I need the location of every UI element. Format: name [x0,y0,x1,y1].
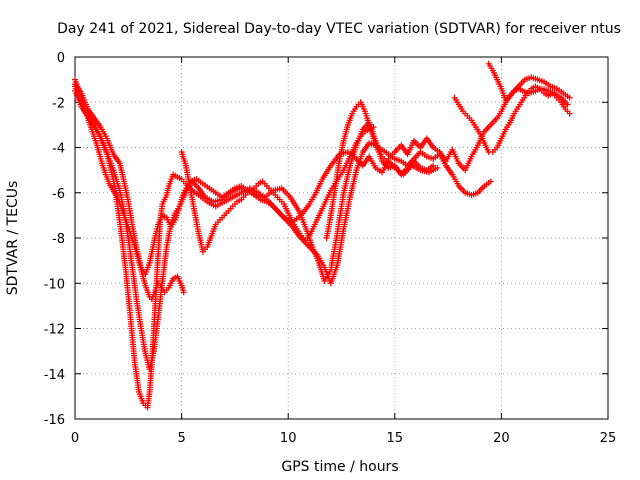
x-tick-label: 20 [493,431,510,446]
y-tick-label: -16 [44,413,65,428]
data-point [487,178,494,185]
x-axis-title: GPS time / hours [281,459,398,475]
y-tick-label: -10 [44,277,65,292]
chart-title: Day 241 of 2021, Sidereal Day-to-day VTE… [57,21,621,37]
y-tick-label: -6 [52,187,65,202]
x-tick-label: 10 [280,431,297,446]
series-track-2 [72,76,441,411]
series-track-7 [391,74,573,174]
data-point [566,110,573,117]
y-tick-label: -4 [52,142,65,157]
data-point [566,94,573,101]
series-track-6 [323,99,398,241]
y-tick-label: -12 [44,323,65,338]
y-tick-label: 0 [57,51,65,66]
x-tick-label: 0 [71,431,79,446]
x-tick-label: 15 [387,431,404,446]
series-track-5 [178,124,377,255]
y-tick-label: -2 [52,96,65,111]
y-axis-title: SDTVAR / TECUs [5,181,21,296]
series-track-9 [485,60,571,108]
y-tick-label: -8 [52,232,65,247]
series-track-8 [451,94,492,156]
series-track-10 [489,83,573,156]
x-tick-label: 25 [600,431,617,446]
data-point [180,289,187,296]
y-axis: 0 -2 -4 -6 -8 -10 -12 -14 -16 [44,51,608,428]
y-tick-label: -14 [44,368,65,383]
series-track-3 [72,87,437,373]
series-track-4 [72,81,494,287]
x-axis: 0 5 10 15 20 25 [71,57,616,446]
data-point [430,162,437,169]
data-series [72,60,573,411]
data-point [434,164,441,171]
x-tick-label: 5 [177,431,185,446]
